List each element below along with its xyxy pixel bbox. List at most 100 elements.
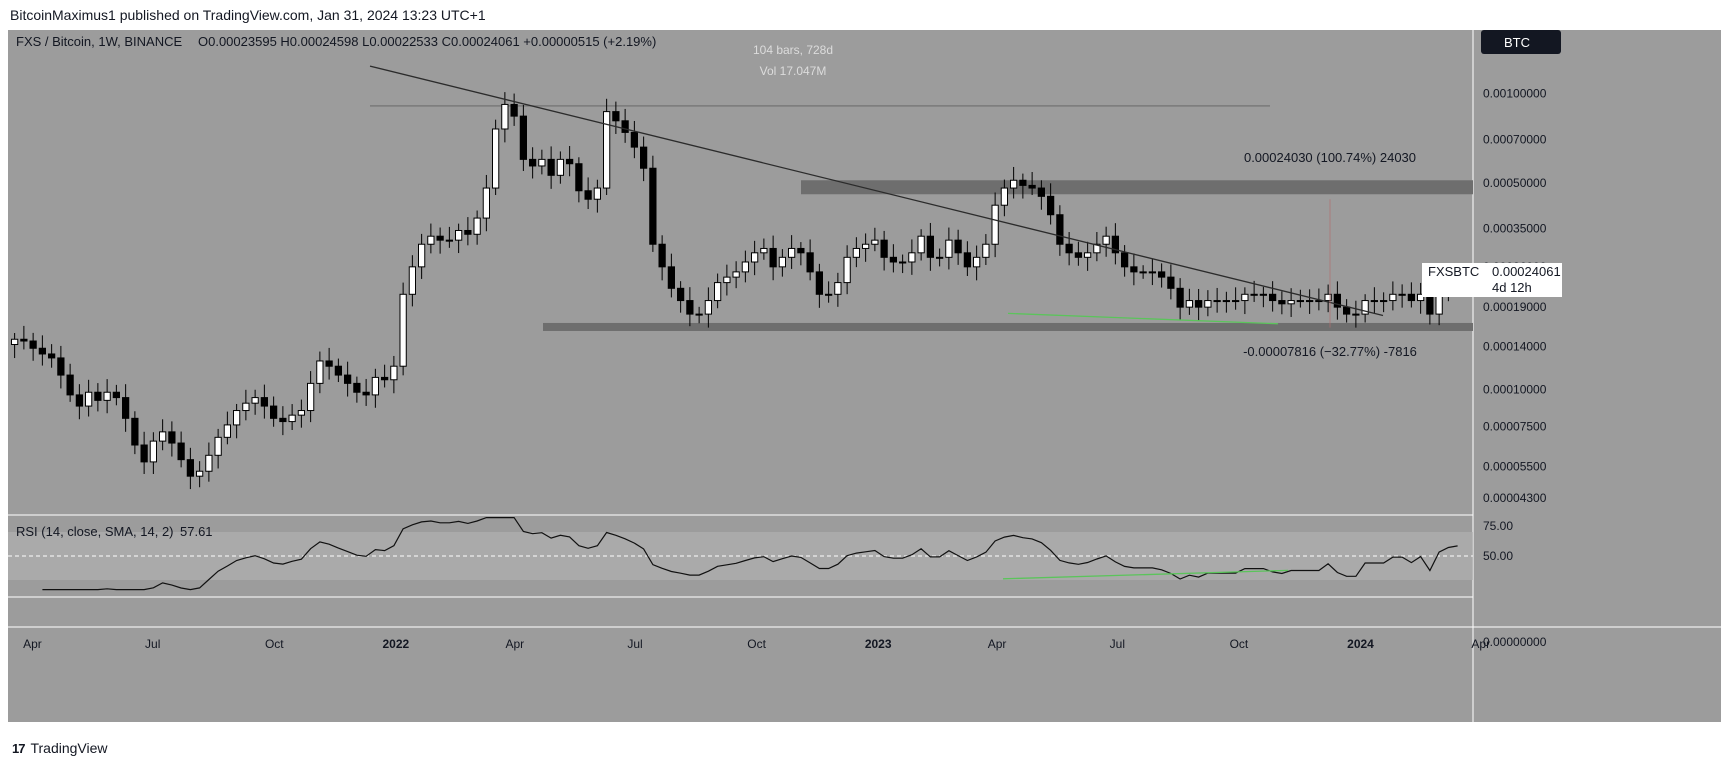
tradingview-logo-text: TradingView (30, 740, 108, 756)
candle-bull (418, 243, 426, 268)
candle-bull (695, 313, 703, 316)
candle-bull (1102, 235, 1110, 245)
candle-bear (464, 229, 472, 235)
last-price-value: 0.00024061 (1492, 264, 1561, 279)
candle-bull (936, 256, 944, 259)
candle-bull (843, 256, 851, 284)
y-tick-label: 0.00035000 (1483, 222, 1547, 236)
candle-bear (57, 357, 65, 376)
candle-bull (1093, 243, 1101, 254)
candle-bear (510, 103, 518, 117)
candle-bear (1176, 287, 1184, 308)
candle-bull (1287, 300, 1295, 305)
candle-bull (538, 158, 546, 167)
candle-bear (926, 235, 934, 258)
candle-bull (1370, 300, 1378, 303)
x-tick-label: 2024 (1347, 637, 1374, 651)
candle-bear (1019, 179, 1027, 186)
candle-bull (85, 391, 93, 407)
candle-bull (704, 300, 712, 315)
candle-bull (603, 111, 611, 189)
last-price-label: FXSBTC 0.00024061 4d 12h (1422, 263, 1562, 297)
candle-bull (778, 256, 786, 268)
descending-trendline (369, 65, 1384, 317)
candle-bear (954, 239, 962, 254)
candle-bull (288, 414, 296, 423)
y-tick-label: 0.00007500 (1483, 420, 1547, 434)
last-price-bg (1422, 263, 1562, 297)
candle-bull (223, 424, 231, 438)
candle-bull (205, 454, 213, 472)
candle-bull (159, 431, 167, 442)
candle-bear (270, 405, 278, 419)
candle-bull (788, 247, 796, 258)
rsi-tick-label: 0.00000000 (1483, 635, 1547, 649)
candle-bear (260, 397, 268, 407)
y-tick-label: 0.00070000 (1483, 133, 1547, 147)
candle-bear (279, 417, 287, 423)
chart-area[interactable]: 0.00100000 0.00070000 0.00050000 0.00035000… (8, 30, 1721, 722)
candle-bull (399, 293, 407, 367)
candle-bear (48, 353, 56, 359)
candle-bull (390, 365, 398, 381)
chart-svg[interactable]: 0.00100000 0.00070000 0.00050000 0.00035000… (8, 30, 1721, 722)
candle-bull (1204, 300, 1212, 308)
candle-bear (649, 167, 657, 245)
candle-bull (834, 282, 842, 295)
candle-bull (11, 338, 19, 346)
candle-bear (575, 163, 583, 192)
measure-down-label: -0.00007816 (−32.77%) -7816 (1243, 344, 1417, 359)
candle-bull (1139, 271, 1147, 274)
candle-bear (334, 365, 342, 376)
ticker-label: FXSBTC (1428, 264, 1479, 279)
candle-bull (1324, 293, 1332, 302)
rsi-legend-name: RSI (14, close, SMA, 14, 2) (16, 524, 174, 539)
candle-bull (1361, 300, 1369, 315)
candle-bear (140, 444, 148, 463)
resistance-zone (801, 180, 1473, 195)
currency-badge[interactable]: BTC (1481, 30, 1561, 54)
candle-bear (1158, 271, 1166, 278)
candle-bull (1232, 300, 1240, 303)
candle-bear (1037, 187, 1045, 197)
candle-bear (658, 243, 666, 268)
drawings (369, 65, 1384, 328)
candle-bull (1250, 293, 1258, 296)
candle-bear (38, 347, 46, 355)
candle-bull (723, 276, 731, 284)
candle-bear (566, 158, 574, 165)
candle-bear (1426, 293, 1434, 315)
candle-bear (20, 338, 28, 342)
candle-bear (677, 287, 685, 302)
candle-bull (593, 187, 601, 200)
candle-bear (66, 374, 74, 396)
candle-bull (473, 217, 481, 235)
candle-bull (1084, 252, 1092, 258)
candle-bear (769, 247, 777, 268)
candle-bull (982, 243, 990, 258)
candle-bull (1241, 293, 1249, 302)
rsi-tick-label: 50.00 (1483, 549, 1513, 563)
candle-bear (519, 115, 527, 160)
support-zone (543, 322, 1473, 331)
measure-up-label: 0.00024030 (100.74%) 24030 (1244, 150, 1416, 165)
candle-bear (112, 391, 120, 399)
candle-bear (612, 111, 620, 122)
candle-bull (214, 436, 222, 456)
candle-bull (1185, 300, 1193, 308)
candle-bull (741, 261, 749, 273)
x-tick-label: Apr (1471, 637, 1490, 651)
candle-bull (732, 271, 740, 278)
candle-bear (1333, 293, 1341, 308)
candle-bear (1056, 214, 1064, 245)
candle-bear (963, 252, 971, 268)
x-tick-label: 2022 (383, 637, 410, 651)
candle-bull (760, 247, 768, 254)
axes: 0.00100000 0.00070000 0.00050000 0.00035000… (23, 87, 1547, 651)
x-tick-label: Oct (1230, 637, 1249, 651)
candle-bear (1278, 300, 1286, 305)
candle-bull (1259, 293, 1267, 296)
candle-bull (751, 252, 759, 263)
candle-bear (529, 158, 537, 167)
x-tick-label: Jul (145, 637, 160, 651)
